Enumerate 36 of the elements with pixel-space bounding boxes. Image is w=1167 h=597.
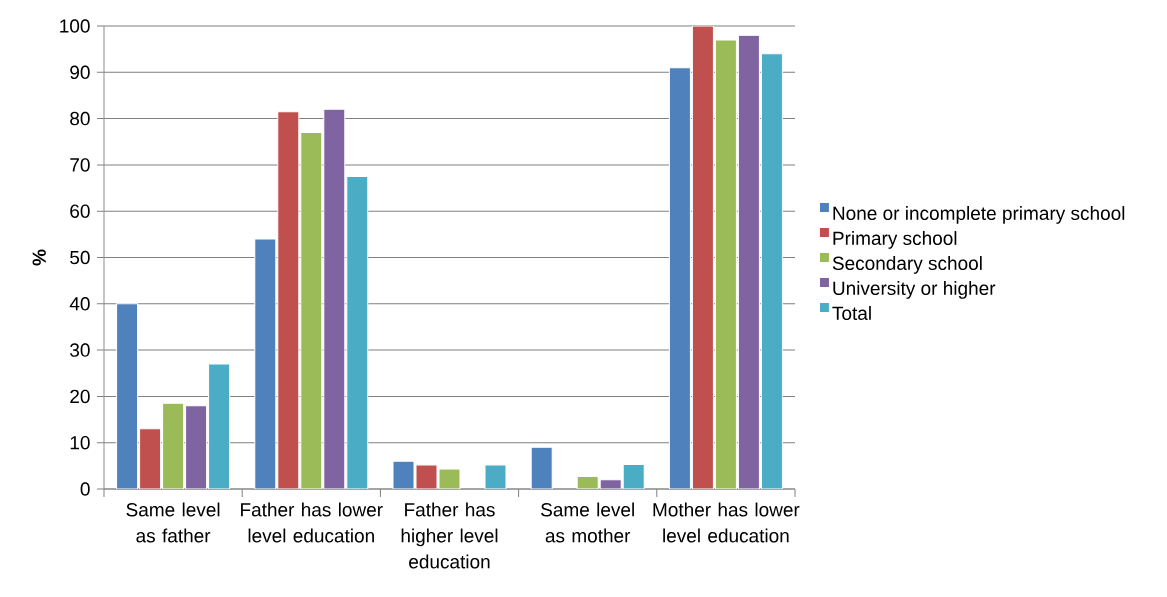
bar xyxy=(300,131,323,489)
bar xyxy=(185,405,208,489)
x-tick-label: Same level as father xyxy=(126,502,220,543)
bar xyxy=(323,108,346,489)
legend-label: University or higher xyxy=(833,281,996,299)
bar xyxy=(737,34,760,489)
y-tick-label: 70 xyxy=(70,158,90,172)
y-tick-label: 30 xyxy=(70,343,90,357)
x-tick-label: Mother has lower level education xyxy=(653,502,800,543)
x-tick-label: Same level as mother xyxy=(541,502,634,543)
bar xyxy=(530,446,553,489)
y-tick-label: 60 xyxy=(70,204,90,218)
y-tick-label: 100 xyxy=(60,19,90,33)
y-tick-label: 90 xyxy=(70,65,90,80)
bar xyxy=(691,26,714,489)
y-tick-label: 0 xyxy=(80,482,90,496)
x-tick-label: Father has lower level education xyxy=(241,502,383,543)
y-tick-label: 80 xyxy=(70,111,90,126)
bar xyxy=(714,39,737,489)
bar xyxy=(484,464,507,489)
legend-label: Secondary school xyxy=(832,256,982,274)
bar xyxy=(668,67,691,489)
legend-label: Primary school xyxy=(833,231,957,249)
x-tick-label: Father has higher level education xyxy=(401,502,498,569)
y-tick-label: 50 xyxy=(70,250,90,265)
legend-label: Total xyxy=(832,306,871,321)
y-tick-label: 40 xyxy=(69,297,90,311)
legend-label: None or incomplete primary school xyxy=(833,206,1125,224)
bar xyxy=(277,111,300,489)
bar xyxy=(139,428,162,489)
bar xyxy=(254,238,277,489)
y-tick-label: 10 xyxy=(70,435,90,450)
y-axis-title: % xyxy=(32,249,46,266)
y-tick-label: 20 xyxy=(70,389,90,404)
bar xyxy=(162,402,185,489)
bar xyxy=(116,303,139,489)
